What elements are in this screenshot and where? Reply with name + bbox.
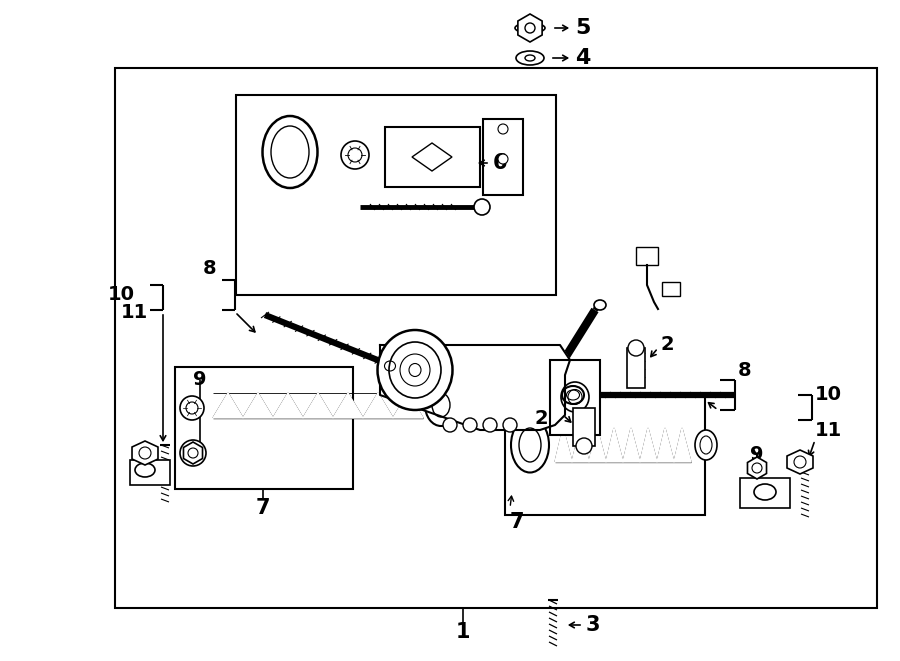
- Text: 6: 6: [493, 153, 508, 173]
- Ellipse shape: [695, 430, 717, 460]
- Polygon shape: [132, 441, 158, 465]
- Text: 9: 9: [194, 370, 207, 389]
- Polygon shape: [572, 428, 589, 462]
- Ellipse shape: [754, 484, 776, 500]
- Polygon shape: [657, 428, 674, 462]
- Polygon shape: [674, 428, 691, 462]
- Polygon shape: [748, 457, 767, 479]
- Ellipse shape: [432, 393, 450, 417]
- Bar: [627, 348, 645, 388]
- Polygon shape: [606, 428, 623, 462]
- Polygon shape: [243, 393, 273, 418]
- Circle shape: [752, 463, 762, 473]
- Ellipse shape: [525, 55, 535, 61]
- Polygon shape: [380, 345, 570, 430]
- Text: 1: 1: [455, 622, 470, 642]
- Text: 7: 7: [510, 512, 525, 532]
- Text: 11: 11: [815, 420, 842, 440]
- Polygon shape: [273, 393, 303, 418]
- Polygon shape: [518, 14, 542, 42]
- Circle shape: [628, 340, 644, 356]
- Text: 2: 2: [535, 408, 548, 428]
- Ellipse shape: [516, 51, 544, 65]
- Polygon shape: [303, 393, 333, 418]
- Text: 4: 4: [575, 48, 590, 68]
- Circle shape: [503, 418, 517, 432]
- Polygon shape: [333, 393, 363, 418]
- Bar: [483, 119, 523, 195]
- Bar: [130, 460, 170, 485]
- Bar: [550, 360, 600, 435]
- Text: 7: 7: [256, 498, 270, 518]
- Circle shape: [186, 402, 198, 414]
- Circle shape: [188, 448, 198, 458]
- Bar: [385, 127, 480, 187]
- Polygon shape: [640, 428, 657, 462]
- Bar: [662, 282, 680, 296]
- Circle shape: [576, 438, 592, 454]
- Text: 8: 8: [738, 360, 752, 379]
- Circle shape: [180, 396, 204, 420]
- Polygon shape: [787, 450, 813, 474]
- Ellipse shape: [511, 418, 549, 473]
- Ellipse shape: [566, 390, 580, 400]
- Polygon shape: [363, 393, 393, 418]
- Bar: [636, 247, 658, 265]
- Ellipse shape: [562, 386, 584, 404]
- Text: 5: 5: [575, 18, 590, 38]
- Bar: [115, 68, 877, 608]
- Text: 3: 3: [586, 615, 600, 635]
- Ellipse shape: [515, 23, 545, 33]
- Ellipse shape: [425, 384, 457, 426]
- Circle shape: [498, 154, 508, 164]
- Circle shape: [341, 141, 369, 169]
- Ellipse shape: [377, 330, 453, 410]
- Circle shape: [525, 23, 535, 33]
- Polygon shape: [623, 428, 640, 462]
- Circle shape: [483, 418, 497, 432]
- Ellipse shape: [700, 436, 712, 454]
- Ellipse shape: [380, 357, 400, 375]
- Ellipse shape: [594, 300, 606, 310]
- Bar: [505, 395, 705, 515]
- Polygon shape: [213, 393, 243, 418]
- Bar: [175, 367, 353, 489]
- Bar: [236, 95, 556, 295]
- Circle shape: [463, 418, 477, 432]
- Circle shape: [443, 418, 457, 432]
- Text: 11: 11: [121, 303, 148, 321]
- Bar: [573, 408, 595, 446]
- Text: 8: 8: [203, 258, 217, 278]
- Polygon shape: [555, 428, 572, 462]
- Circle shape: [794, 456, 806, 468]
- Bar: [740, 478, 790, 508]
- Polygon shape: [589, 428, 606, 462]
- Polygon shape: [393, 393, 423, 418]
- Ellipse shape: [384, 361, 395, 371]
- Polygon shape: [184, 442, 202, 464]
- Ellipse shape: [135, 463, 155, 477]
- Text: 2: 2: [660, 334, 673, 354]
- Circle shape: [348, 148, 362, 162]
- Ellipse shape: [519, 428, 541, 462]
- Circle shape: [180, 440, 206, 466]
- Text: 10: 10: [108, 286, 135, 305]
- Circle shape: [498, 124, 508, 134]
- Circle shape: [139, 447, 151, 459]
- Text: 9: 9: [751, 445, 764, 464]
- Text: 10: 10: [815, 385, 842, 405]
- Circle shape: [474, 199, 490, 215]
